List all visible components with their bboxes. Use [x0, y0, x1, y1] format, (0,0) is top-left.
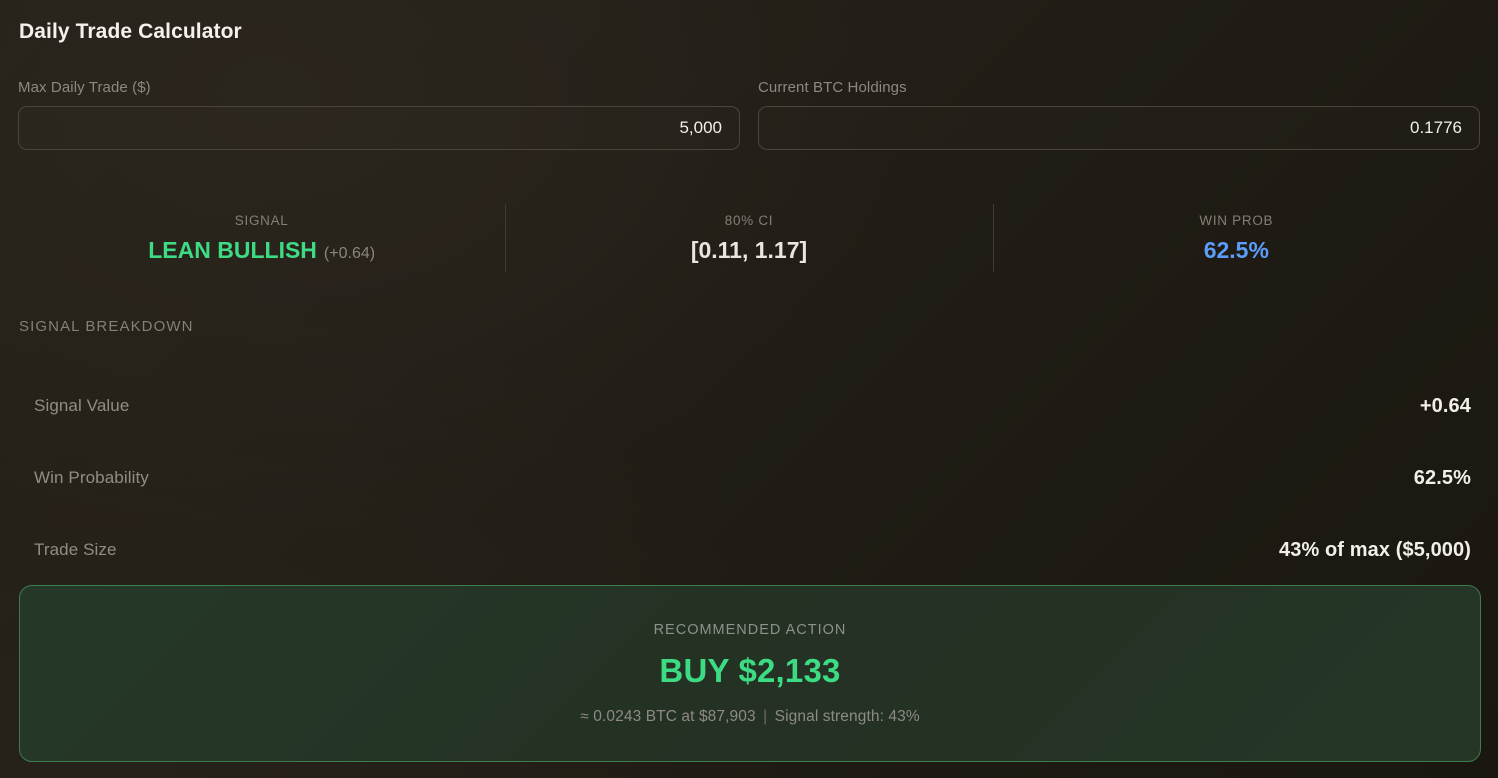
breakdown-value: 62.5% — [1413, 466, 1471, 489]
inputs-row: Max Daily Trade ($) Current BTC Holdings — [18, 79, 1480, 150]
recommended-action-panel: RECOMMENDED ACTION BUY $2,133 ≈ 0.0243 B… — [19, 585, 1481, 762]
breakdown-value: 43% of max ($5,000) — [1279, 538, 1471, 561]
page-title: Daily Trade Calculator — [19, 20, 242, 43]
recommended-action-label: RECOMMENDED ACTION — [653, 621, 847, 638]
stat-ci-value-group: [0.11, 1.17] — [691, 237, 807, 264]
signal-breakdown-list: Signal Value +0.64 Win Probability 62.5%… — [34, 370, 1471, 586]
btc-holdings-input[interactable] — [758, 106, 1480, 150]
breakdown-row-win-probability: Win Probability 62.5% — [34, 442, 1471, 514]
btc-holdings-field-group: Current BTC Holdings — [758, 79, 1480, 150]
recommended-action-detail-right: Signal strength: 43% — [774, 707, 920, 725]
stat-win-prob: WIN PROB 62.5% — [992, 196, 1480, 280]
stat-signal-value: LEAN BULLISH — [148, 236, 317, 263]
breakdown-label: Win Probability — [34, 468, 149, 487]
breakdown-label: Signal Value — [34, 396, 130, 415]
breakdown-row-signal-value: Signal Value +0.64 — [34, 370, 1471, 442]
recommended-action-detail-separator: | — [763, 707, 768, 725]
summary-stats-row: SIGNAL LEAN BULLISH (+0.64) 80% CI [0.11… — [18, 196, 1480, 280]
signal-breakdown-heading: SIGNAL BREAKDOWN — [19, 318, 194, 335]
stat-signal-suffix: (+0.64) — [323, 244, 376, 262]
stat-ci-value: [0.11, 1.17] — [690, 236, 808, 263]
breakdown-value: +0.64 — [1419, 394, 1471, 417]
breakdown-row-trade-size: Trade Size 43% of max ($5,000) — [34, 514, 1471, 586]
recommended-action-detail: ≈ 0.0243 BTC at $87,903 | Signal strengt… — [580, 708, 919, 726]
stat-win-prob-value: 62.5% — [1203, 236, 1269, 263]
stat-win-prob-label: WIN PROB — [1199, 212, 1274, 228]
stat-ci-label: 80% CI — [724, 212, 774, 228]
stat-signal: SIGNAL LEAN BULLISH (+0.64) — [18, 196, 505, 280]
btc-holdings-label: Current BTC Holdings — [758, 79, 907, 96]
stat-signal-label: SIGNAL — [234, 212, 289, 228]
max-daily-trade-field-group: Max Daily Trade ($) — [18, 79, 740, 150]
stat-signal-value-group: LEAN BULLISH (+0.64) — [148, 237, 375, 264]
stat-win-prob-value-group: 62.5% — [1204, 237, 1269, 264]
breakdown-label: Trade Size — [34, 540, 117, 559]
max-daily-trade-label: Max Daily Trade ($) — [18, 79, 151, 96]
recommended-action-headline: BUY $2,133 — [659, 651, 841, 689]
max-daily-trade-input[interactable] — [18, 106, 740, 150]
recommended-action-detail-left: ≈ 0.0243 BTC at $87,903 — [580, 707, 756, 725]
stat-confidence-interval: 80% CI [0.11, 1.17] — [505, 196, 992, 280]
